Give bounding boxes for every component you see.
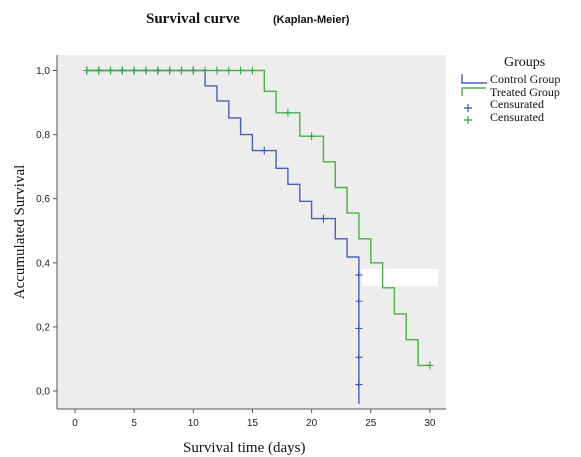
legend-label-treated: Treated Group bbox=[490, 85, 560, 99]
legend-entry-treated: Treated Group bbox=[461, 85, 560, 99]
x-axis-ticks: 0 5 10 15 20 25 30 bbox=[72, 409, 436, 429]
x-tick-label: 10 bbox=[188, 418, 200, 429]
y-axis-ticks: 0,0 0,2 0,4 0,6 0,8 1,0 bbox=[36, 66, 57, 398]
legend: Groups Control Group Treated Group Censu… bbox=[461, 55, 560, 124]
censor-mark-treated bbox=[118, 66, 126, 75]
legend-label-censored-control: Censurated bbox=[490, 97, 544, 111]
censor-mark-treated bbox=[248, 66, 256, 75]
censor-mark-treated bbox=[154, 66, 162, 75]
censor-mark-control bbox=[260, 146, 268, 155]
censor-mark-treated bbox=[83, 66, 91, 75]
y-tick-label: 1,0 bbox=[36, 66, 50, 77]
legend-entry-control: Control Group bbox=[461, 72, 560, 86]
survival-curve-control bbox=[86, 69, 360, 404]
censor-mark-control bbox=[355, 324, 363, 333]
censor-mark-treated bbox=[177, 66, 185, 75]
censor-mark-treated bbox=[213, 66, 221, 75]
censor-mark-treated bbox=[284, 108, 292, 117]
x-tick-label: 30 bbox=[424, 418, 436, 429]
chart-title-suffix: (Kaplan-Meier) bbox=[273, 14, 350, 26]
censor-mark-treated bbox=[142, 66, 150, 75]
censor-mark-treated bbox=[95, 66, 103, 75]
plot-background bbox=[57, 55, 446, 409]
y-tick-label: 0,0 bbox=[36, 387, 50, 398]
legend-entry-censored-treated: Censurated bbox=[464, 110, 544, 124]
x-tick-label: 5 bbox=[131, 418, 137, 429]
censor-mark-treated bbox=[189, 66, 197, 75]
x-tick-label: 0 bbox=[72, 418, 78, 429]
survival-curves bbox=[86, 69, 430, 404]
censor-mark-treated bbox=[106, 66, 114, 75]
censor-mark-treated bbox=[130, 66, 138, 75]
censor-marks bbox=[83, 66, 434, 389]
censor-mark-treated bbox=[225, 66, 233, 75]
y-tick-label: 0,4 bbox=[36, 258, 50, 269]
x-axis-label: Survival time (days) bbox=[183, 440, 305, 456]
censor-mark-control bbox=[355, 297, 363, 306]
white-patch bbox=[362, 269, 438, 286]
legend-marker-censored-treated bbox=[464, 116, 472, 124]
censor-mark-treated bbox=[308, 132, 316, 141]
censor-mark-control bbox=[355, 270, 363, 279]
chart-title-main: Survival curve bbox=[146, 11, 240, 27]
legend-title: Groups bbox=[504, 55, 545, 70]
x-tick-label: 25 bbox=[365, 418, 377, 429]
survival-curve-treated bbox=[86, 69, 430, 367]
censor-mark-control bbox=[355, 353, 363, 362]
censor-mark-treated bbox=[426, 361, 434, 370]
censor-mark-control bbox=[319, 214, 327, 223]
y-tick-label: 0,2 bbox=[36, 322, 50, 333]
legend-label-censored-treated: Censurated bbox=[490, 110, 544, 124]
legend-label-control: Control Group bbox=[490, 72, 560, 86]
y-tick-label: 0,6 bbox=[36, 194, 50, 205]
censor-mark-treated bbox=[166, 66, 174, 75]
chart-title: Survival curve (Kaplan-Meier) bbox=[146, 11, 350, 27]
y-axis-label: Accumulated Survival bbox=[12, 165, 28, 300]
censor-mark-control bbox=[355, 380, 363, 389]
censor-mark-treated bbox=[237, 66, 245, 75]
legend-marker-censored-control bbox=[464, 104, 472, 112]
legend-swatch-control bbox=[461, 74, 487, 84]
x-tick-label: 15 bbox=[247, 418, 259, 429]
censor-mark-treated bbox=[201, 66, 209, 75]
y-tick-label: 0,8 bbox=[36, 130, 50, 141]
x-tick-label: 20 bbox=[306, 418, 318, 429]
legend-swatch-treated bbox=[461, 87, 486, 96]
legend-entry-censored-control: Censurated bbox=[464, 97, 544, 112]
